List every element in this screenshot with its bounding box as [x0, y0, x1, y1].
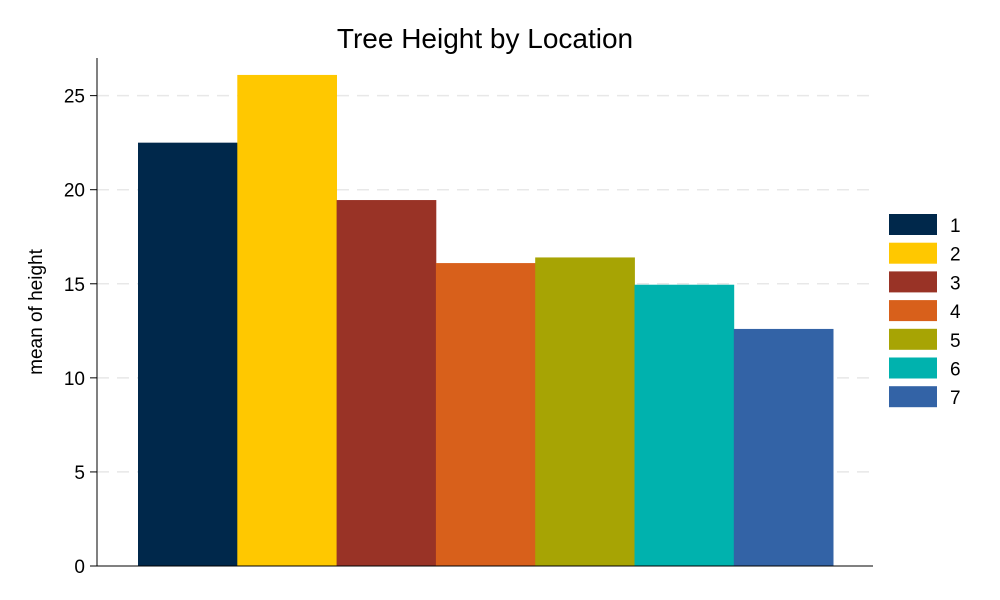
y-axis-label: mean of height — [26, 248, 47, 374]
y-tick-label: 5 — [74, 463, 85, 484]
bar-2 — [237, 74, 337, 566]
legend-swatch-7 — [889, 386, 937, 408]
y-tick-label: 15 — [64, 275, 85, 296]
y-axis-ticks: 0 5 10 15 20 25 — [64, 87, 97, 578]
legend-label-1: 1 — [950, 216, 961, 237]
legend-label-6: 6 — [950, 360, 961, 381]
bar-6 — [634, 284, 735, 566]
legend-swatch-4 — [889, 300, 937, 322]
legend-label-4: 4 — [950, 302, 961, 323]
bar-1 — [138, 142, 238, 566]
chart-title: Tree Height by Location — [337, 23, 633, 54]
legend: 1 2 3 4 5 6 7 — [889, 214, 961, 409]
legend-swatch-5 — [889, 328, 937, 350]
legend-label-7: 7 — [950, 388, 961, 409]
y-tick-label: 25 — [64, 87, 85, 108]
legend-swatch-2 — [889, 242, 937, 264]
legend-label-5: 5 — [950, 331, 961, 352]
y-tick-label: 20 — [64, 181, 85, 202]
legend-label-3: 3 — [950, 273, 961, 294]
legend-label-2: 2 — [950, 245, 961, 266]
legend-swatch-1 — [889, 214, 937, 235]
bar-4 — [435, 263, 536, 566]
y-tick-label: 0 — [74, 557, 85, 578]
legend-swatch-6 — [889, 357, 937, 379]
bar-3 — [336, 200, 437, 566]
bar-7 — [733, 328, 834, 566]
axes — [96, 58, 873, 567]
bar-5 — [535, 257, 635, 566]
legend-swatch-3 — [889, 271, 937, 293]
y-tick-label: 10 — [64, 369, 85, 390]
bars — [138, 74, 834, 566]
